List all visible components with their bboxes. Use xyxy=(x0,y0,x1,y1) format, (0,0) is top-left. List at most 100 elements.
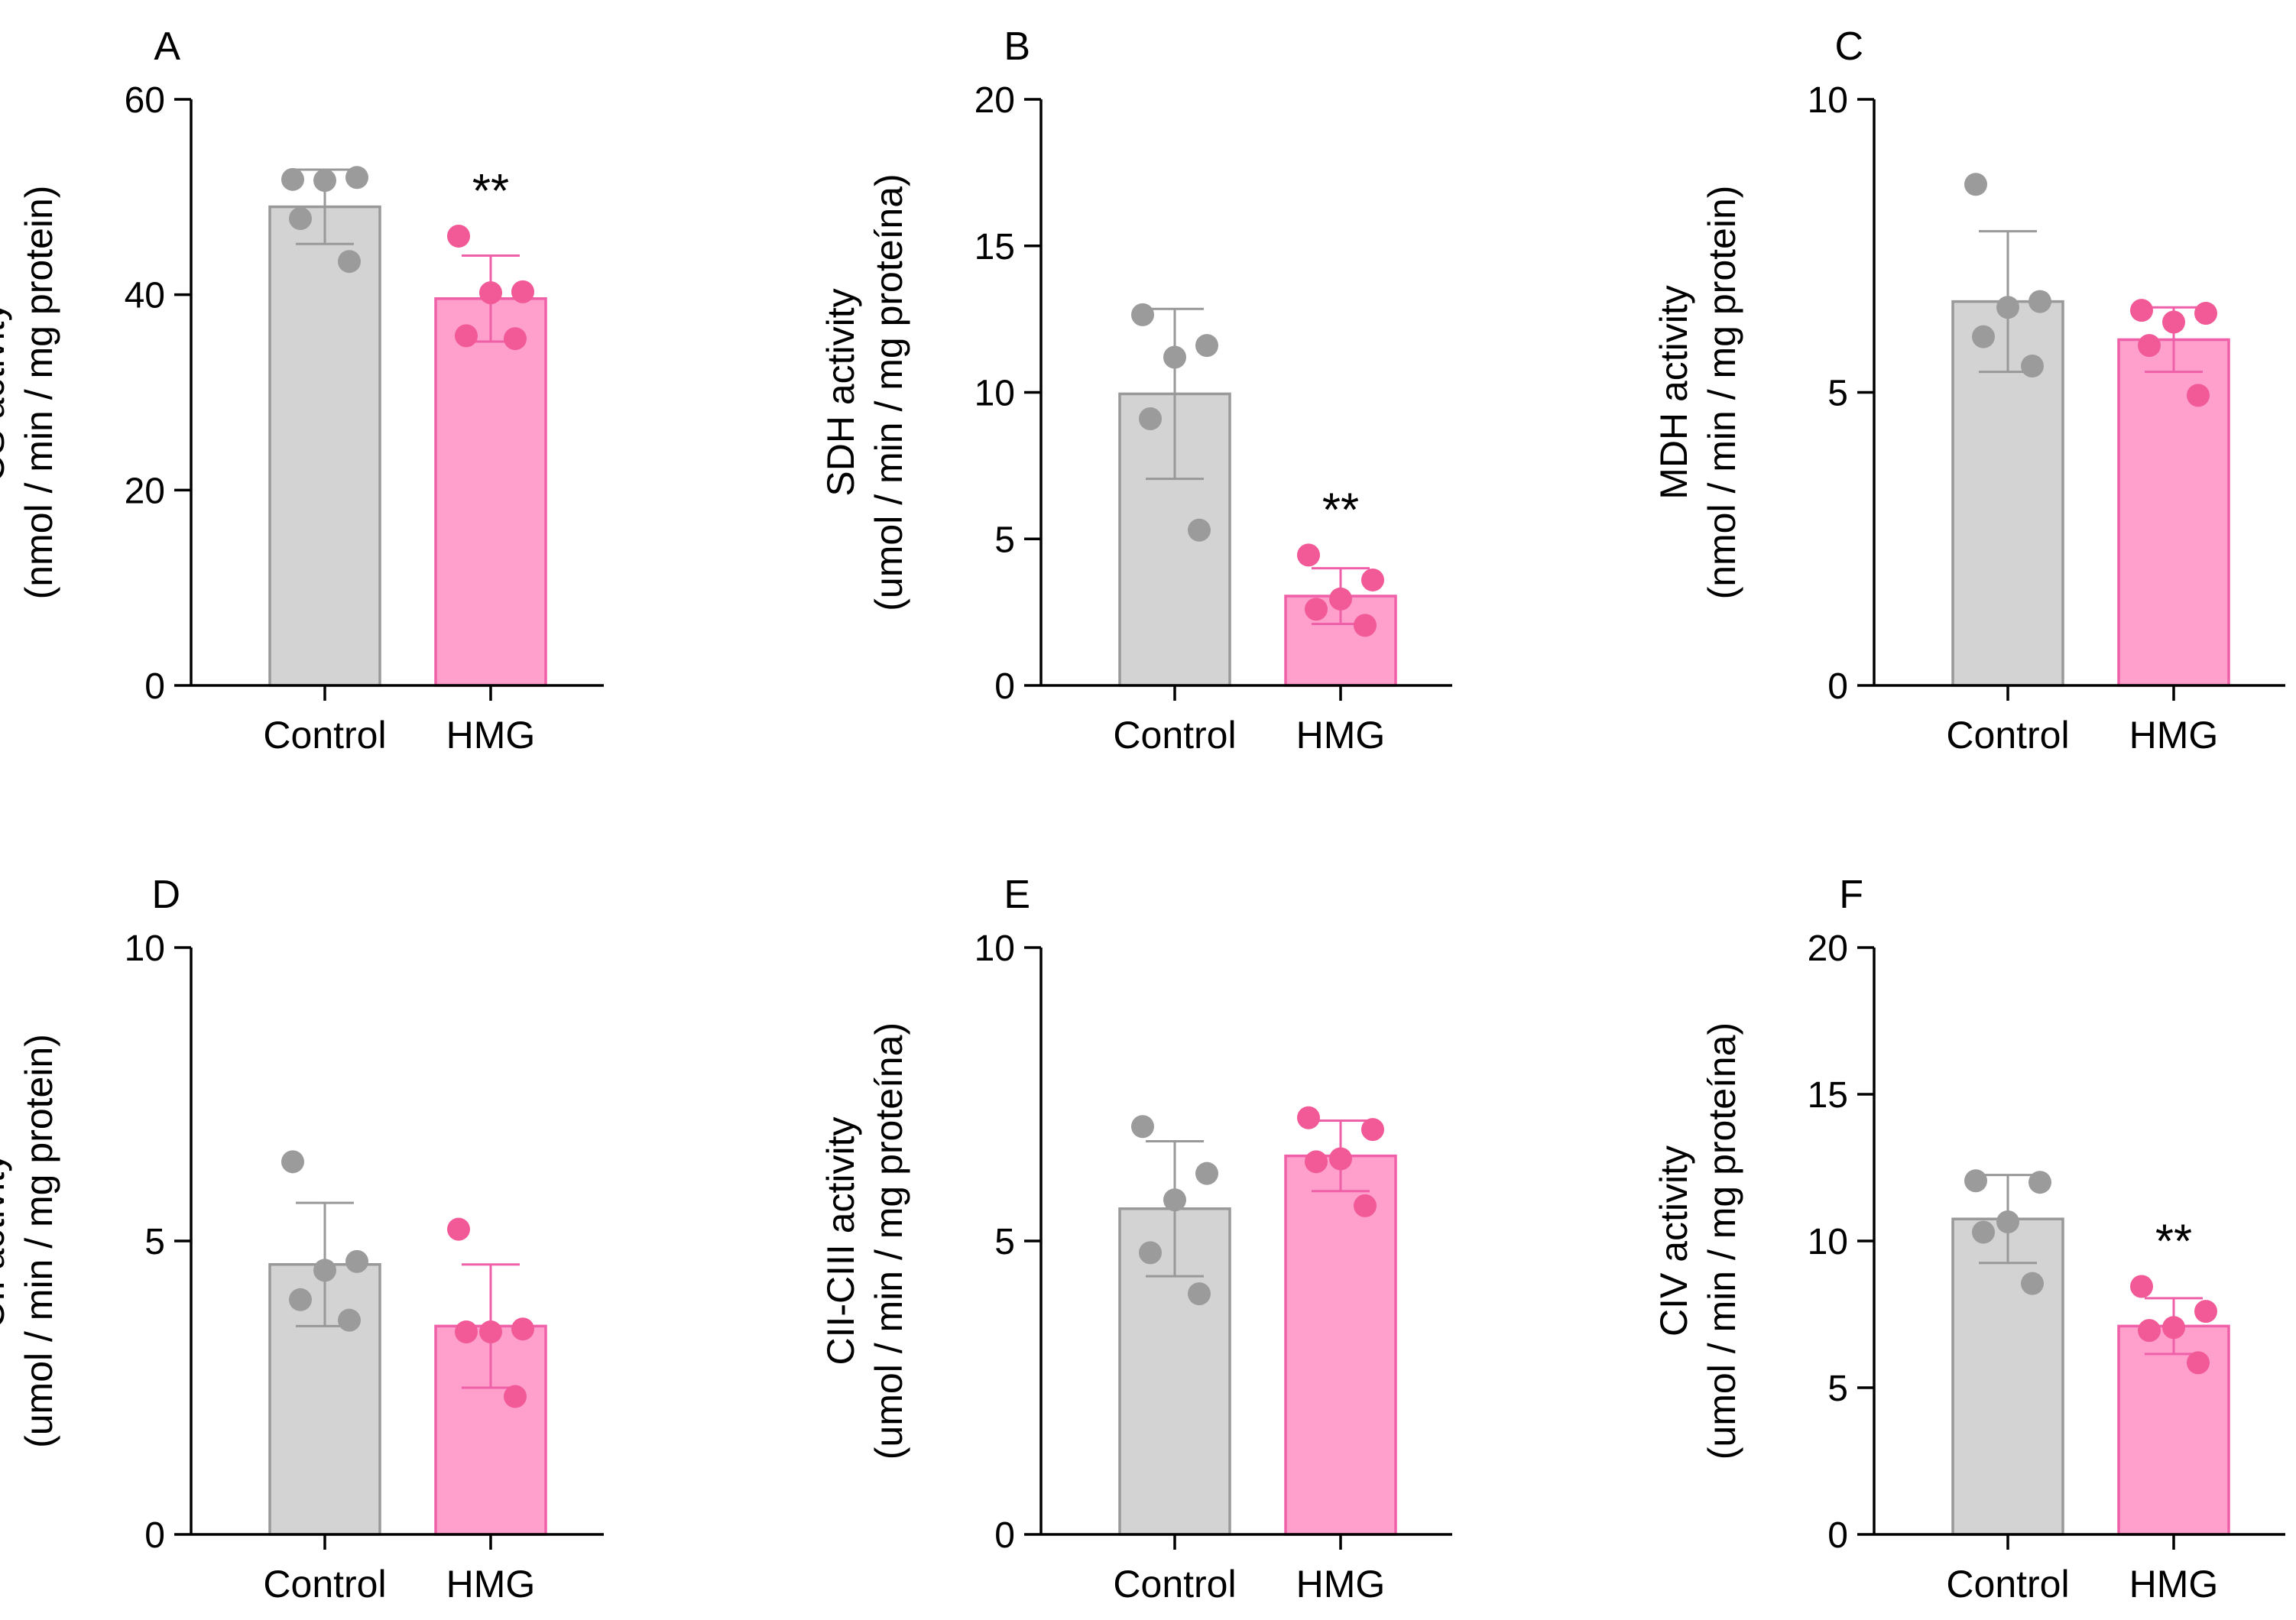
y-axis-unit-label: (umol / min / mg protein) xyxy=(18,1034,60,1448)
data-point-control xyxy=(338,250,361,274)
data-point-control xyxy=(1188,1282,1211,1306)
data-point-control xyxy=(2028,290,2051,313)
data-point-control xyxy=(345,1249,368,1273)
data-point-hmg xyxy=(504,327,527,351)
data-point-control xyxy=(313,1259,336,1282)
data-point-hmg xyxy=(447,1217,470,1241)
data-point-control xyxy=(1131,1115,1154,1139)
data-point-hmg xyxy=(1354,1194,1377,1217)
bar-hmg xyxy=(434,297,547,687)
data-point-hmg xyxy=(447,224,470,248)
data-point-hmg xyxy=(1329,587,1352,611)
x-tick-label: Control xyxy=(263,1563,386,1605)
y-axis-label: CS activity xyxy=(0,302,12,482)
y-tick-label: 0 xyxy=(994,1515,1015,1556)
data-point-hmg xyxy=(511,1317,534,1341)
data-point-control xyxy=(1972,1220,1995,1244)
y-tick-label: 0 xyxy=(1827,666,1848,707)
data-point-hmg xyxy=(479,281,502,305)
x-tick-label: HMG xyxy=(2129,1563,2219,1605)
y-axis-label: MDH activity xyxy=(1652,285,1695,500)
y-axis-label: CIV activity xyxy=(1652,1145,1695,1336)
x-tick-label: HMG xyxy=(1296,1563,1386,1605)
data-point-control xyxy=(2028,1171,2051,1194)
chart-panel-B: B SDH activity (umol / min / mg proteína) C… xyxy=(819,24,1452,757)
data-point-control xyxy=(289,1288,312,1311)
data-point-control xyxy=(1139,1241,1162,1265)
y-tick-label: 10 xyxy=(125,928,165,969)
y-tick-label: 20 xyxy=(975,80,1015,121)
y-tick-label: 0 xyxy=(144,666,165,707)
bar-control xyxy=(1951,1217,2064,1536)
panel-letter: F xyxy=(1839,873,1863,917)
y-axis-label: CII activity xyxy=(0,1153,12,1330)
y-axis-label: CII-CIII activity xyxy=(819,1116,862,1365)
y-tick-label: 20 xyxy=(1808,928,1848,969)
data-point-hmg xyxy=(2130,1275,2153,1298)
data-point-hmg xyxy=(504,1385,527,1408)
y-tick-label: 60 xyxy=(125,80,165,121)
bar-hmg xyxy=(2117,1324,2230,1536)
x-tick-label: HMG xyxy=(1296,714,1386,757)
data-point-control xyxy=(1163,345,1186,369)
x-tick-label: Control xyxy=(1946,714,2069,757)
chart-panel-D: D CII activity (umol / min / mg protein) Co… xyxy=(0,873,604,1605)
data-point-control xyxy=(2021,354,2044,377)
significance-marker: ** xyxy=(1322,484,1359,536)
data-point-control xyxy=(313,169,336,193)
data-point-hmg xyxy=(2130,299,2153,322)
y-axis-unit-label: (umol / min / mg proteína) xyxy=(867,173,910,611)
significance-marker: ** xyxy=(472,165,509,218)
data-point-control xyxy=(1964,173,1987,196)
y-axis-label: SDH activity xyxy=(819,288,862,496)
x-tick-label: Control xyxy=(1113,1563,1236,1605)
y-tick-label: 5 xyxy=(1827,374,1848,414)
data-point-hmg xyxy=(1361,568,1384,591)
y-tick-label: 0 xyxy=(1827,1515,1848,1556)
panel-letter: C xyxy=(1834,24,1863,69)
y-tick-label: 10 xyxy=(975,374,1015,414)
x-tick-label: HMG xyxy=(446,714,536,757)
chart-panel-A: A CS activity (nmol / min / mg protein) Con… xyxy=(0,24,604,757)
data-point-control xyxy=(2021,1272,2044,1295)
data-point-control xyxy=(1163,1188,1186,1212)
y-axis-unit-label: (nmol / min / mg protein) xyxy=(18,186,60,600)
data-point-hmg xyxy=(2187,1351,2210,1375)
y-tick-label: 10 xyxy=(1808,80,1848,121)
data-point-hmg xyxy=(1305,1150,1328,1174)
data-point-control xyxy=(1131,303,1154,326)
significance-marker: ** xyxy=(2155,1216,2192,1268)
y-tick-label: 5 xyxy=(144,1222,165,1262)
data-point-control xyxy=(1139,407,1162,431)
data-point-control xyxy=(338,1308,361,1332)
bar-hmg xyxy=(2117,338,2230,687)
x-tick-label: Control xyxy=(263,714,386,757)
data-point-control xyxy=(1188,518,1211,542)
panel-letter: A xyxy=(154,24,180,69)
data-point-hmg xyxy=(1354,614,1377,637)
data-point-hmg xyxy=(1305,598,1328,621)
data-point-control xyxy=(289,206,312,230)
data-point-hmg xyxy=(1297,543,1320,567)
data-point-hmg xyxy=(2162,1316,2185,1340)
data-point-control xyxy=(1996,1210,2019,1234)
y-tick-label: 5 xyxy=(994,520,1015,560)
data-point-control xyxy=(1996,296,2019,319)
y-tick-label: 10 xyxy=(1808,1222,1848,1262)
data-point-hmg xyxy=(479,1320,502,1344)
chart-panel-E: E CII-CIII activity (umol / min / mg prote… xyxy=(819,873,1452,1605)
data-point-hmg xyxy=(1297,1106,1320,1129)
y-tick-label: 5 xyxy=(994,1222,1015,1262)
y-tick-label: 15 xyxy=(975,227,1015,267)
panel-letter: D xyxy=(151,873,180,917)
bar-hmg xyxy=(1284,1154,1397,1536)
y-tick-label: 15 xyxy=(1808,1075,1848,1116)
data-point-hmg xyxy=(455,1320,478,1344)
data-point-hmg xyxy=(2138,1319,2161,1343)
data-point-control xyxy=(1972,325,1995,348)
chart-panel-F: F CIV activity (umol / min / mg proteína) C… xyxy=(1652,873,2285,1605)
data-point-control xyxy=(281,1150,304,1174)
panel-letter: E xyxy=(1004,873,1030,917)
data-point-control xyxy=(1195,334,1218,358)
